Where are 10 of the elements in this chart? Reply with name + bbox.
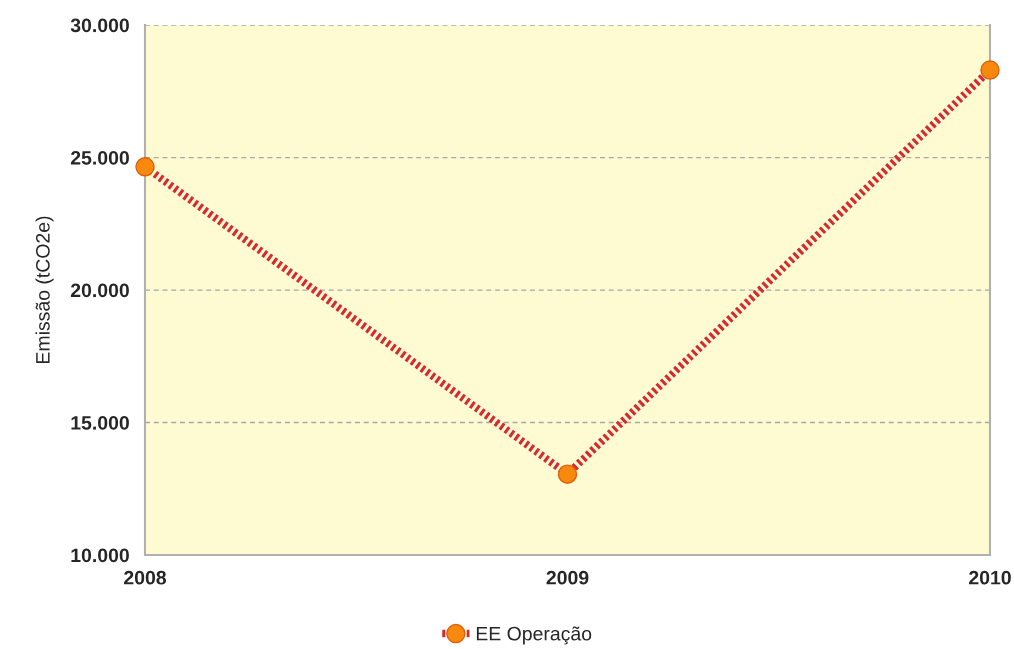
x-tick-label: 2009 (546, 570, 589, 585)
y-tick-label: 30.000 (70, 18, 129, 33)
x-tick-label: 2010 (969, 570, 1011, 585)
y-tick-label: 15.000 (71, 415, 129, 430)
y-tick-label: 10.000 (71, 548, 129, 563)
legend-label: EE Operação (476, 626, 592, 645)
x-tick-label: 2008 (124, 570, 167, 585)
y-tick-label: 20.000 (70, 283, 129, 298)
y-axis-title: Emissão (tCO2e) (35, 216, 54, 363)
y-tick-label: 25.000 (70, 150, 129, 165)
